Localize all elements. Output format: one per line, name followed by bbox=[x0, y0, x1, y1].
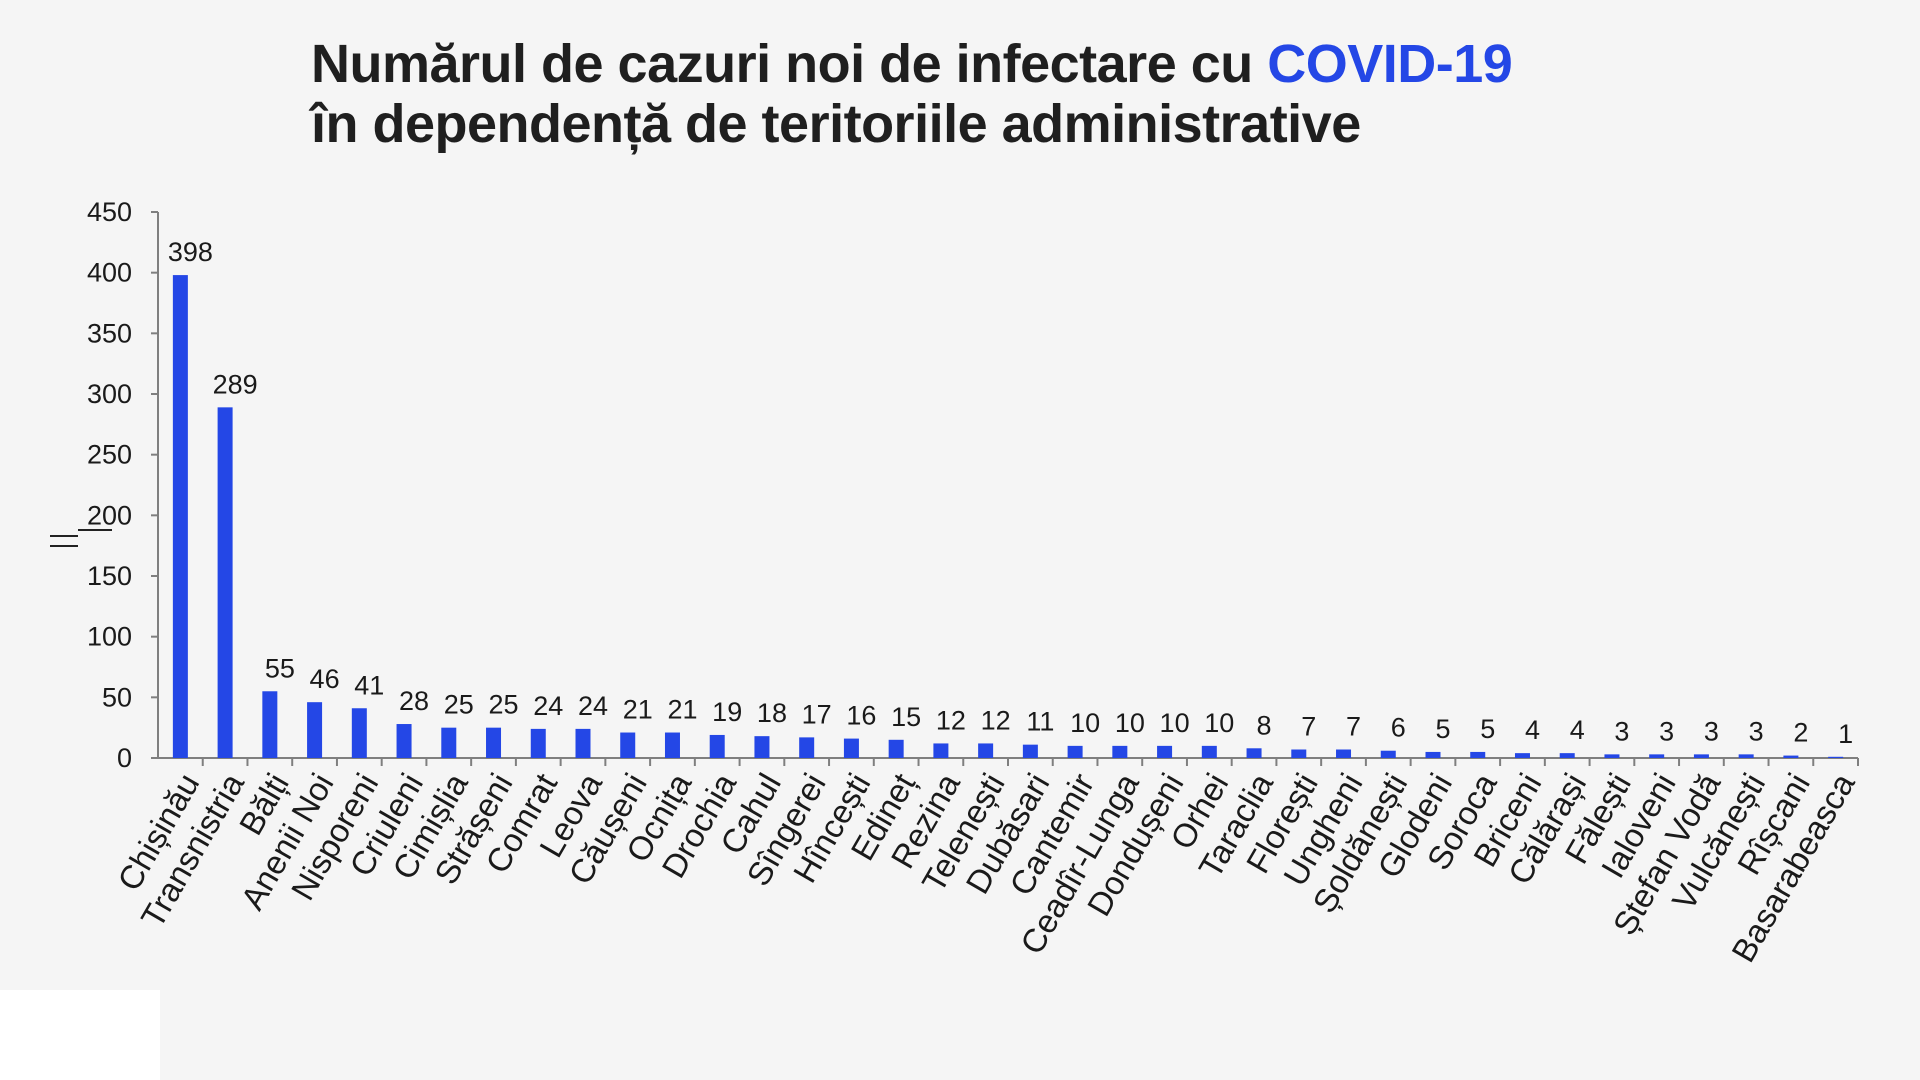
data-label: 5 bbox=[1435, 714, 1450, 744]
corner-panel bbox=[0, 990, 160, 1080]
bar bbox=[1693, 754, 1709, 758]
bar bbox=[1828, 756, 1844, 758]
data-label: 11 bbox=[1026, 707, 1054, 737]
bar bbox=[1783, 755, 1799, 758]
bar bbox=[843, 738, 859, 758]
data-label: 7 bbox=[1346, 712, 1361, 742]
y-tick-label: 50 bbox=[102, 682, 132, 712]
bar bbox=[1738, 754, 1754, 758]
bar bbox=[1425, 751, 1441, 758]
data-label: 25 bbox=[444, 690, 474, 720]
bar bbox=[799, 737, 815, 758]
data-label: 3 bbox=[1749, 716, 1764, 746]
data-label: 16 bbox=[846, 701, 876, 731]
data-label: 12 bbox=[981, 705, 1011, 735]
data-label: 4 bbox=[1525, 715, 1540, 745]
data-label: 17 bbox=[802, 699, 832, 729]
bar bbox=[1201, 745, 1217, 758]
bar bbox=[664, 732, 680, 758]
title-accent: COVID-19 bbox=[1267, 34, 1513, 94]
bar bbox=[1336, 749, 1352, 758]
bar bbox=[1067, 745, 1083, 758]
bar bbox=[1514, 753, 1530, 758]
bar bbox=[172, 275, 188, 758]
y-tick-label: 400 bbox=[87, 258, 132, 288]
data-label: 18 bbox=[757, 698, 787, 728]
data-label: 24 bbox=[533, 691, 563, 721]
y-tick-label: 300 bbox=[87, 379, 132, 409]
y-tick-label: 100 bbox=[87, 622, 132, 652]
bar bbox=[441, 727, 457, 758]
bar bbox=[486, 727, 502, 758]
data-label: 3 bbox=[1614, 716, 1629, 746]
y-tick-label: 250 bbox=[87, 440, 132, 470]
y-tick-label: 200 bbox=[87, 500, 132, 530]
chart-title-line2: în dependență de teritoriile administrat… bbox=[311, 94, 1361, 154]
data-label: 55 bbox=[265, 653, 295, 683]
bar bbox=[1291, 749, 1307, 758]
data-label: 289 bbox=[213, 369, 258, 399]
data-label: 12 bbox=[936, 705, 966, 735]
chart-title: Numărul de cazuri noi de infectare cu CO… bbox=[311, 34, 1513, 154]
bar bbox=[1604, 754, 1620, 758]
data-label: 19 bbox=[712, 697, 742, 727]
bar bbox=[1470, 751, 1486, 758]
bar bbox=[1112, 745, 1128, 758]
data-label: 15 bbox=[891, 702, 921, 732]
bar bbox=[1380, 750, 1396, 758]
bar bbox=[709, 734, 725, 758]
data-label: 10 bbox=[1070, 708, 1100, 738]
bar bbox=[1157, 745, 1173, 758]
data-label: 5 bbox=[1480, 714, 1495, 744]
bar bbox=[1559, 753, 1575, 758]
data-label: 10 bbox=[1115, 708, 1145, 738]
data-label: 4 bbox=[1570, 715, 1585, 745]
bar bbox=[575, 728, 591, 758]
data-label: 1 bbox=[1838, 719, 1853, 749]
y-tick-label: 0 bbox=[117, 743, 132, 773]
bar bbox=[933, 743, 949, 758]
bar bbox=[1022, 744, 1038, 758]
data-label: 2 bbox=[1793, 718, 1808, 748]
bar bbox=[1246, 748, 1262, 758]
data-label: 21 bbox=[623, 695, 653, 725]
data-label: 10 bbox=[1160, 708, 1190, 738]
bar bbox=[262, 691, 278, 758]
chart-title-line1: Numărul de cazuri noi de infectare cu CO… bbox=[311, 34, 1513, 94]
data-label: 10 bbox=[1204, 708, 1234, 738]
title-prefix: Numărul de cazuri noi de infectare cu bbox=[311, 34, 1268, 94]
bar bbox=[217, 407, 233, 758]
data-label: 3 bbox=[1704, 716, 1719, 746]
bar bbox=[530, 728, 546, 758]
bar bbox=[351, 708, 367, 758]
data-label: 7 bbox=[1301, 712, 1316, 742]
y-tick-label: 150 bbox=[87, 561, 132, 591]
bar bbox=[620, 732, 636, 758]
y-tick-label: 350 bbox=[87, 318, 132, 348]
data-label: 3 bbox=[1659, 716, 1674, 746]
data-label: 398 bbox=[168, 237, 213, 267]
data-label: 28 bbox=[399, 686, 429, 716]
data-label: 46 bbox=[310, 664, 340, 694]
data-label: 24 bbox=[578, 691, 608, 721]
bar bbox=[307, 702, 323, 758]
data-label: 8 bbox=[1257, 710, 1272, 740]
y-tick-label: 450 bbox=[87, 197, 132, 227]
bar bbox=[396, 724, 412, 758]
bar bbox=[754, 736, 770, 758]
bar bbox=[1649, 754, 1665, 758]
data-label: 41 bbox=[354, 670, 384, 700]
bar bbox=[888, 739, 904, 758]
bar bbox=[978, 743, 994, 758]
data-label: 6 bbox=[1391, 713, 1406, 743]
data-label: 21 bbox=[667, 695, 697, 725]
data-label: 25 bbox=[489, 690, 519, 720]
